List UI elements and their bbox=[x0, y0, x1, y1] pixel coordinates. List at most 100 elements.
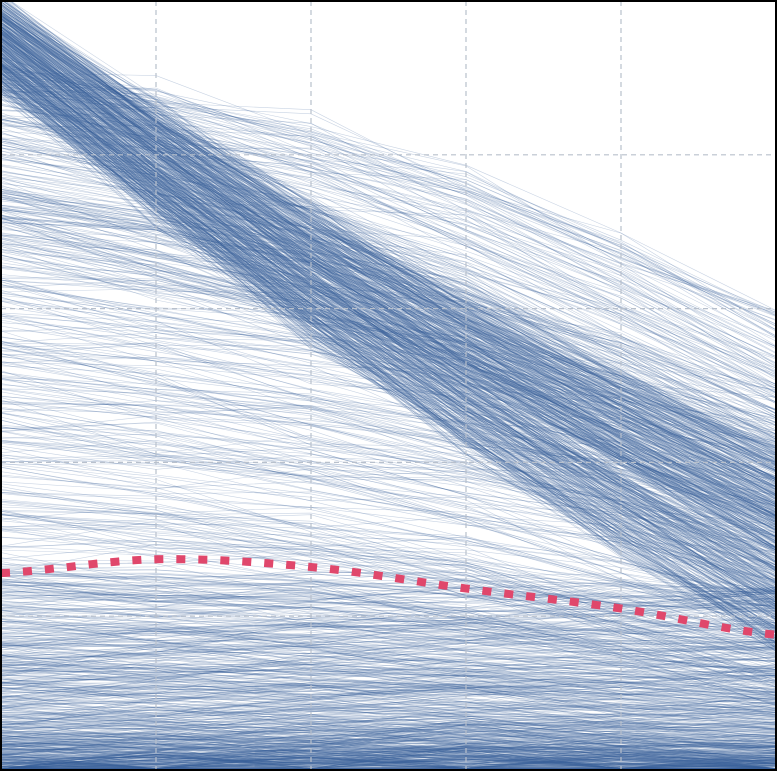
trajectory-line bbox=[0, 395, 777, 507]
trajectory-line bbox=[0, 56, 777, 573]
trajectory-line bbox=[0, 52, 777, 522]
trajectory-line bbox=[0, 8, 777, 466]
trajectory-line bbox=[0, 711, 777, 748]
trajectory-line bbox=[0, 581, 777, 697]
trajectory-line bbox=[0, 14, 777, 498]
trajectory-line bbox=[0, 80, 777, 620]
trajectory-line bbox=[0, 621, 777, 647]
trajectory-line bbox=[0, 8, 777, 469]
trajectory-line bbox=[0, 15, 777, 463]
trajectory-line bbox=[0, 362, 777, 503]
trajectory-line bbox=[0, 400, 777, 595]
trajectory-line bbox=[0, 14, 777, 504]
trajectory-line bbox=[0, 280, 777, 423]
trajectory-line bbox=[0, 455, 777, 537]
trajectory-line bbox=[0, 682, 777, 709]
trajectory-line bbox=[0, 632, 777, 673]
trajectory-line bbox=[0, 217, 777, 456]
trajectory-line bbox=[0, 29, 777, 493]
trajectory-line bbox=[0, 646, 777, 686]
trajectory-line bbox=[0, 29, 777, 553]
trajectory-line bbox=[0, 91, 777, 597]
trajectory-line bbox=[0, 754, 776, 769]
trajectory-line bbox=[0, 139, 777, 391]
trajectory-line bbox=[0, 57, 777, 552]
trajectory-line bbox=[0, 748, 777, 769]
trajectory-line bbox=[0, 525, 777, 612]
trajectory-line bbox=[0, 1, 777, 531]
trajectory-line bbox=[0, 67, 777, 632]
trajectory-line bbox=[0, 36, 777, 550]
trajectory-line bbox=[0, 684, 777, 704]
trajectory-line bbox=[0, 47, 777, 516]
trajectory-line bbox=[0, 63, 777, 594]
trajectory-line bbox=[0, 654, 777, 699]
trajectory-line bbox=[0, 683, 777, 700]
trajectory-line bbox=[0, 209, 777, 531]
trajectory-line bbox=[0, 668, 777, 716]
trajectory-line bbox=[0, 623, 777, 715]
trajectory-line bbox=[4, 0, 777, 492]
trajectory-line bbox=[0, 753, 777, 769]
trajectory-line bbox=[0, 738, 777, 754]
trajectory-line bbox=[0, 513, 777, 653]
trajectory-line bbox=[0, 16, 777, 491]
trajectory-line bbox=[0, 715, 777, 742]
trajectory-line bbox=[0, 750, 777, 767]
trajectory-line bbox=[0, 62, 777, 621]
trajectory-line bbox=[1, 760, 777, 769]
trajectory-line bbox=[0, 751, 777, 769]
trajectory-line bbox=[0, 47, 777, 547]
trajectory-line bbox=[0, 3, 777, 465]
trajectory-line bbox=[0, 65, 777, 597]
trajectory-line bbox=[0, 746, 777, 769]
trajectory-line bbox=[0, 751, 777, 769]
trajectory-line bbox=[0, 49, 777, 553]
trajectory-line bbox=[0, 720, 777, 743]
trajectory-line bbox=[0, 72, 777, 600]
trajectory-line bbox=[0, 732, 777, 754]
trajectory-line bbox=[0, 285, 777, 398]
trajectory-line bbox=[0, 623, 777, 648]
trajectory-line bbox=[0, 159, 777, 372]
trajectory-line bbox=[0, 745, 777, 769]
trajectory-line bbox=[0, 729, 777, 756]
trajectory-line bbox=[0, 27, 777, 517]
trajectory-line bbox=[0, 709, 777, 745]
trajectory-line bbox=[0, 747, 777, 769]
trajectory-line bbox=[0, 118, 777, 435]
trajectory-line bbox=[0, 748, 777, 769]
trajectory-line bbox=[0, 45, 777, 593]
trajectory-line bbox=[0, 12, 777, 508]
trajectory-line bbox=[0, 751, 777, 769]
trajectory-line bbox=[0, 25, 777, 472]
trajectory-line bbox=[0, 676, 777, 699]
trajectory-line bbox=[0, 745, 777, 769]
trajectory-line bbox=[0, 43, 777, 571]
trajectory-line bbox=[0, 29, 777, 505]
trajectory-line bbox=[0, 725, 777, 747]
trajectory-line bbox=[0, 158, 777, 427]
trajectory-line bbox=[0, 353, 777, 514]
trajectory-line bbox=[0, 67, 777, 337]
trajectory-line bbox=[0, 755, 777, 769]
trajectory-line bbox=[0, 743, 777, 765]
trajectory-line bbox=[0, 501, 777, 618]
trajectory-line bbox=[0, 416, 777, 651]
trajectory-line bbox=[0, 750, 776, 769]
trajectory-line bbox=[0, 572, 777, 597]
trajectory-line bbox=[0, 264, 777, 449]
trajectory-line bbox=[0, 115, 777, 369]
trajectory-line bbox=[0, 703, 777, 738]
trajectory-line bbox=[0, 277, 777, 526]
trajectory-line bbox=[0, 85, 777, 597]
trajectory-line bbox=[0, 364, 777, 557]
trajectory-line bbox=[0, 735, 777, 759]
trajectory-line bbox=[0, 17, 777, 471]
trajectory-line bbox=[0, 71, 777, 629]
trajectory-line bbox=[0, 45, 777, 547]
trajectory-line bbox=[0, 96, 777, 615]
trajectory-line bbox=[0, 44, 777, 521]
trajectory-line bbox=[0, 26, 777, 472]
trajectory-line bbox=[0, 719, 777, 744]
